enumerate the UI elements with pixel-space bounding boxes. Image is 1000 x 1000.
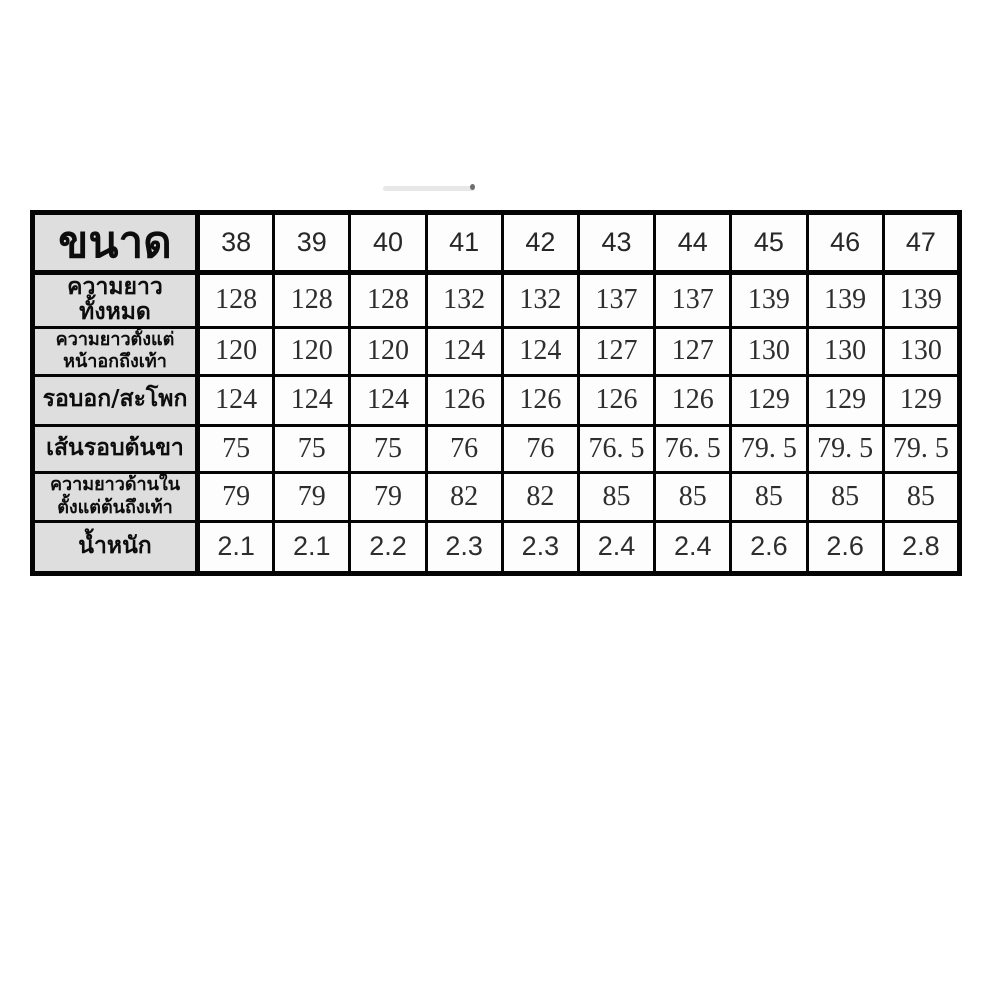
value-cell: 127 xyxy=(576,325,657,377)
value-cell: 85 xyxy=(881,470,962,523)
size-column-header: 46 xyxy=(805,211,885,275)
value-cell: 126 xyxy=(424,373,504,427)
value-cell: 132 xyxy=(424,271,504,329)
value-cell: 126 xyxy=(653,373,733,427)
value-cell: 82 xyxy=(424,470,504,523)
value-cell: 120 xyxy=(272,325,352,377)
table-row: รอบอก/สะโพก 124 124 124 126 126 126 126 129 129 12… xyxy=(31,373,962,427)
value-cell: 82 xyxy=(500,470,580,523)
value-cell: 126 xyxy=(576,373,657,427)
table-row: ความยาวตั้งแต่ หน้าอกถึงเท้า 120 120 120 124 1… xyxy=(31,325,962,377)
size-column-header: 42 xyxy=(500,211,580,275)
size-chart-table: ขนาด 38 39 40 41 42 43 44 45 46 47 ความยาวทั้งหมด… xyxy=(30,210,962,576)
value-cell: 75 xyxy=(348,423,428,474)
value-cell: 76 xyxy=(500,423,580,474)
size-column-header: 39 xyxy=(272,211,352,275)
value-cell: 79 xyxy=(348,470,428,523)
size-column-header: 43 xyxy=(576,211,657,275)
row-label: เส้นรอบต้นขา xyxy=(31,423,200,474)
value-cell: 2.2 xyxy=(348,519,428,575)
value-cell: 76. 5 xyxy=(576,423,657,474)
table-row: ความยาวทั้งหมด 128 128 128 132 132 137 137 139 13… xyxy=(31,271,962,329)
value-cell: 2.3 xyxy=(500,519,580,575)
value-cell: 124 xyxy=(424,325,504,377)
value-cell: 130 xyxy=(729,325,809,377)
value-cell: 139 xyxy=(729,271,809,329)
value-cell: 2.3 xyxy=(424,519,504,575)
value-cell: 137 xyxy=(576,271,657,329)
value-cell: 85 xyxy=(729,470,809,523)
value-cell: 124 xyxy=(195,373,276,427)
size-header-label: ขนาด xyxy=(31,211,200,275)
value-cell: 137 xyxy=(653,271,733,329)
value-cell: 76 xyxy=(424,423,504,474)
value-cell: 128 xyxy=(195,271,276,329)
value-cell: 126 xyxy=(500,373,580,427)
scan-smudge-artifact xyxy=(383,186,475,191)
value-cell: 2.4 xyxy=(576,519,657,575)
value-cell: 79. 5 xyxy=(881,423,962,474)
value-cell: 130 xyxy=(881,325,962,377)
table-row: เส้นรอบต้นขา 75 75 75 76 76 76. 5 76. 5 79. 5 79.… xyxy=(31,423,962,474)
value-cell: 124 xyxy=(348,373,428,427)
value-cell: 2.4 xyxy=(653,519,733,575)
value-cell: 2.8 xyxy=(881,519,962,575)
row-label: ความยาวตั้งแต่ หน้าอกถึงเท้า xyxy=(31,325,200,377)
value-cell: 129 xyxy=(729,373,809,427)
row-label: น้ำหนัก xyxy=(31,519,200,575)
value-cell: 130 xyxy=(805,325,885,377)
table-row: น้ำหนัก 2.1 2.1 2.2 2.3 2.3 2.4 2.4 2.6 2.6 2.8 xyxy=(31,519,962,575)
value-cell: 2.1 xyxy=(272,519,352,575)
value-cell: 129 xyxy=(881,373,962,427)
size-column-header: 47 xyxy=(881,211,962,275)
size-column-header: 45 xyxy=(729,211,809,275)
value-cell: 139 xyxy=(805,271,885,329)
value-cell: 129 xyxy=(805,373,885,427)
value-cell: 2.1 xyxy=(195,519,276,575)
row-label: รอบอก/สะโพก xyxy=(31,373,200,427)
header-row: ขนาด 38 39 40 41 42 43 44 45 46 47 xyxy=(31,211,962,275)
value-cell: 79. 5 xyxy=(805,423,885,474)
value-cell: 79 xyxy=(195,470,276,523)
value-cell: 128 xyxy=(348,271,428,329)
row-label: ความยาวด้านใน ตั้งแต่ต้นถึงเท้า xyxy=(31,470,200,523)
row-label: ความยาวทั้งหมด xyxy=(31,271,200,329)
value-cell: 120 xyxy=(348,325,428,377)
scan-dot-artifact xyxy=(470,184,475,190)
value-cell: 132 xyxy=(500,271,580,329)
value-cell: 75 xyxy=(272,423,352,474)
value-cell: 2.6 xyxy=(729,519,809,575)
size-column-header: 41 xyxy=(424,211,504,275)
value-cell: 124 xyxy=(272,373,352,427)
size-column-header: 40 xyxy=(348,211,428,275)
value-cell: 85 xyxy=(805,470,885,523)
value-cell: 76. 5 xyxy=(653,423,733,474)
value-cell: 75 xyxy=(195,423,276,474)
value-cell: 79 xyxy=(272,470,352,523)
value-cell: 85 xyxy=(576,470,657,523)
value-cell: 79. 5 xyxy=(729,423,809,474)
value-cell: 85 xyxy=(653,470,733,523)
value-cell: 139 xyxy=(881,271,962,329)
value-cell: 127 xyxy=(653,325,733,377)
size-column-header: 44 xyxy=(653,211,733,275)
table-row: ความยาวด้านใน ตั้งแต่ต้นถึงเท้า 79 79 79 82 82… xyxy=(31,470,962,523)
value-cell: 2.6 xyxy=(805,519,885,575)
value-cell: 124 xyxy=(500,325,580,377)
value-cell: 120 xyxy=(195,325,276,377)
value-cell: 128 xyxy=(272,271,352,329)
size-column-header: 38 xyxy=(195,211,276,275)
